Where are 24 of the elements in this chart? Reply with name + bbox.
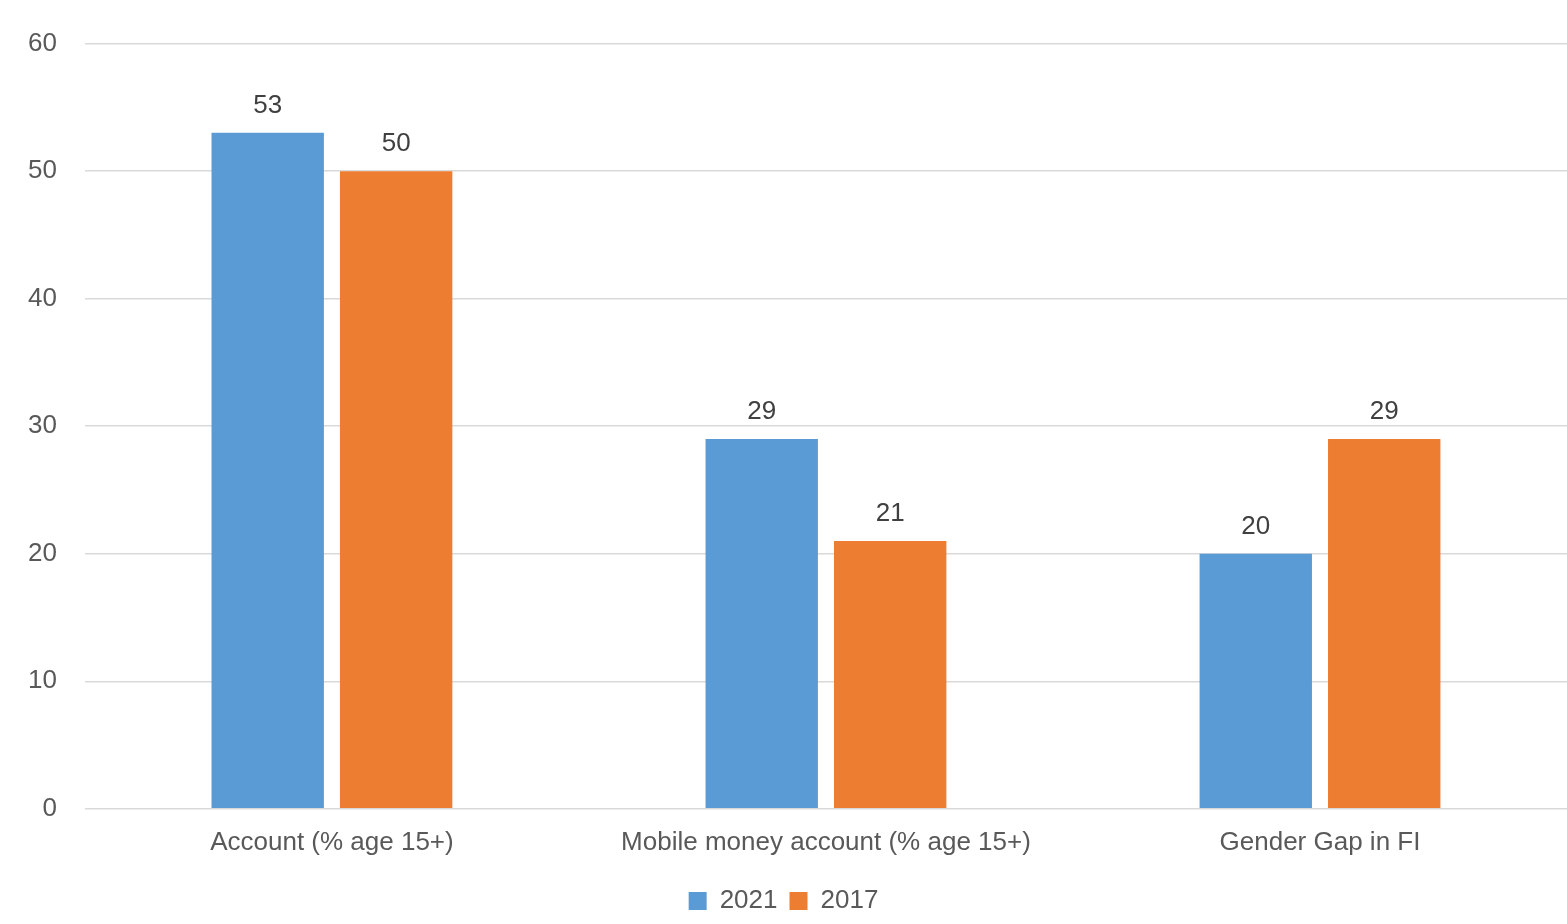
data-label: 50 bbox=[381, 127, 411, 158]
data-label: 20 bbox=[1241, 509, 1271, 540]
x-tick-label: Gender Gap in FI bbox=[1219, 825, 1421, 856]
bar bbox=[1328, 438, 1441, 809]
data-label: 29 bbox=[747, 395, 777, 426]
y-tick-label: 40 bbox=[28, 281, 57, 312]
y-tick-label: 30 bbox=[28, 409, 57, 440]
bar bbox=[211, 132, 324, 809]
data-label: 29 bbox=[1369, 395, 1399, 426]
data-label: 53 bbox=[253, 89, 283, 120]
y-tick-label: 50 bbox=[28, 154, 57, 185]
y-tick-label: 10 bbox=[28, 664, 57, 695]
x-tick-label: Mobile money account (% age 15+) bbox=[621, 825, 1031, 856]
bar bbox=[833, 540, 947, 809]
legend-label: 2021 bbox=[719, 884, 778, 915]
bar bbox=[1199, 553, 1312, 809]
bar bbox=[339, 171, 453, 809]
bar bbox=[705, 438, 818, 809]
data-label: 21 bbox=[875, 497, 905, 528]
y-tick-label: 0 bbox=[42, 791, 57, 822]
legend-label: 2017 bbox=[820, 884, 879, 915]
x-tick-label: Account (% age 15+) bbox=[210, 825, 454, 856]
y-tick-label: 20 bbox=[28, 536, 57, 567]
y-tick-label: 60 bbox=[28, 26, 57, 57]
